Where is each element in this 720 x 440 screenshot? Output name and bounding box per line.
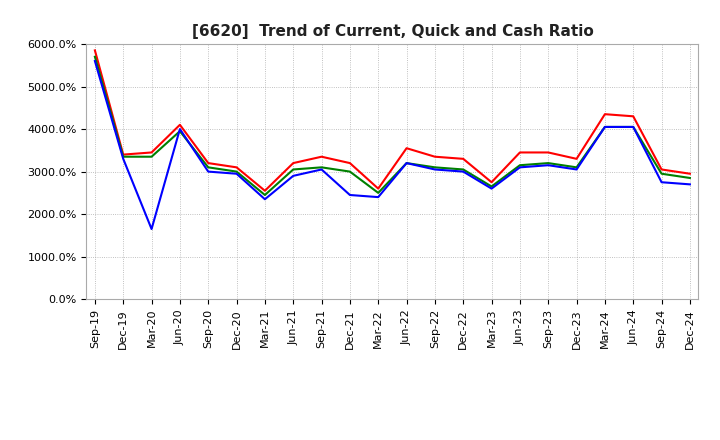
Current Ratio	[629, 114, 637, 119]
Cash Ratio	[402, 161, 411, 166]
Quick Ratio	[374, 190, 382, 195]
Cash Ratio	[346, 192, 354, 198]
Cash Ratio	[176, 126, 184, 132]
Quick Ratio	[204, 165, 212, 170]
Current Ratio	[600, 111, 609, 117]
Current Ratio	[572, 156, 581, 161]
Current Ratio	[119, 152, 127, 157]
Cash Ratio	[572, 167, 581, 172]
Cash Ratio	[544, 162, 552, 168]
Cash Ratio	[685, 182, 694, 187]
Current Ratio	[374, 186, 382, 191]
Line: Current Ratio: Current Ratio	[95, 50, 690, 191]
Current Ratio	[148, 150, 156, 155]
Quick Ratio	[318, 165, 326, 170]
Current Ratio	[402, 146, 411, 151]
Title: [6620]  Trend of Current, Quick and Cash Ratio: [6620] Trend of Current, Quick and Cash …	[192, 24, 593, 39]
Quick Ratio	[176, 128, 184, 134]
Cash Ratio	[487, 186, 496, 191]
Current Ratio	[487, 180, 496, 185]
Current Ratio	[544, 150, 552, 155]
Quick Ratio	[402, 161, 411, 166]
Cash Ratio	[289, 173, 297, 179]
Cash Ratio	[233, 171, 241, 176]
Current Ratio	[176, 122, 184, 128]
Legend: Current Ratio, Quick Ratio, Cash Ratio: Current Ratio, Quick Ratio, Cash Ratio	[195, 438, 590, 440]
Quick Ratio	[289, 167, 297, 172]
Quick Ratio	[544, 161, 552, 166]
Cash Ratio	[119, 156, 127, 161]
Quick Ratio	[431, 165, 439, 170]
Quick Ratio	[91, 54, 99, 59]
Line: Quick Ratio: Quick Ratio	[95, 57, 690, 195]
Cash Ratio	[629, 124, 637, 129]
Cash Ratio	[374, 194, 382, 200]
Quick Ratio	[657, 171, 666, 176]
Quick Ratio	[487, 184, 496, 189]
Cash Ratio	[459, 169, 467, 174]
Current Ratio	[204, 161, 212, 166]
Current Ratio	[657, 167, 666, 172]
Quick Ratio	[572, 165, 581, 170]
Current Ratio	[91, 48, 99, 53]
Current Ratio	[233, 165, 241, 170]
Current Ratio	[346, 161, 354, 166]
Quick Ratio	[119, 154, 127, 159]
Cash Ratio	[261, 197, 269, 202]
Current Ratio	[318, 154, 326, 159]
Quick Ratio	[685, 175, 694, 180]
Cash Ratio	[318, 167, 326, 172]
Cash Ratio	[600, 124, 609, 129]
Current Ratio	[516, 150, 524, 155]
Cash Ratio	[431, 167, 439, 172]
Quick Ratio	[346, 169, 354, 174]
Quick Ratio	[516, 162, 524, 168]
Quick Ratio	[233, 169, 241, 174]
Quick Ratio	[148, 154, 156, 159]
Quick Ratio	[261, 192, 269, 198]
Current Ratio	[261, 188, 269, 194]
Cash Ratio	[204, 169, 212, 174]
Line: Cash Ratio: Cash Ratio	[95, 61, 690, 229]
Current Ratio	[685, 171, 694, 176]
Quick Ratio	[600, 124, 609, 129]
Current Ratio	[289, 161, 297, 166]
Quick Ratio	[459, 167, 467, 172]
Cash Ratio	[91, 59, 99, 64]
Cash Ratio	[148, 226, 156, 231]
Current Ratio	[459, 156, 467, 161]
Quick Ratio	[629, 124, 637, 129]
Current Ratio	[431, 154, 439, 159]
Cash Ratio	[516, 165, 524, 170]
Cash Ratio	[657, 180, 666, 185]
